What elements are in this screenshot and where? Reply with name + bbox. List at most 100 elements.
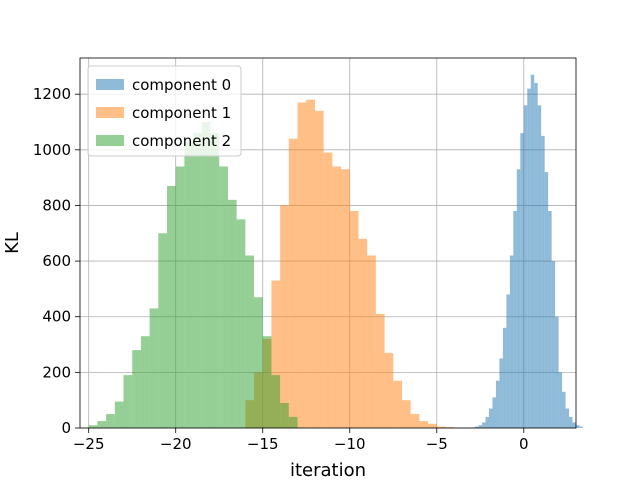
bar-series-1-bin-16 (384, 352, 394, 428)
legend-label-0: component 0 (132, 76, 231, 94)
bar-series-0-bin-19 (537, 105, 542, 428)
bar-series-2-bin-1 (97, 421, 107, 428)
bar-series-1-bin-13 (358, 238, 368, 428)
x-tick-label-1: −20 (160, 435, 192, 453)
legend-label-1: component 1 (132, 104, 231, 122)
legend-swatch-0 (96, 79, 124, 90)
bar-series-1-bin-6 (297, 102, 307, 428)
x-tick-label-4: −5 (426, 435, 448, 453)
bar-series-1-bin-12 (349, 211, 359, 428)
bar-series-0-bin-26 (562, 391, 566, 428)
plot-frame (79, 57, 577, 429)
bar-series-0-bin-20 (541, 135, 545, 429)
bar-series-1-bin-22 (436, 426, 446, 428)
legend-label-2: component 2 (132, 132, 231, 150)
bar-series-2-bin-11 (184, 141, 194, 428)
legend-swatch-2 (96, 135, 124, 146)
bar-series-2-bin-12 (193, 133, 202, 428)
bar-series-1-bin-17 (393, 380, 402, 428)
bar-series-1-bin-8 (314, 110, 324, 428)
bar-series-0-bin-13 (516, 169, 521, 428)
bar-series-0-bin-16 (527, 88, 531, 428)
bar-series-0-bin-28 (569, 416, 573, 428)
series-2-bars (88, 121, 298, 429)
x-tick-label-2: −15 (247, 435, 279, 453)
bar-series-2-bin-16 (227, 199, 237, 428)
bar-series-2-bin-8 (158, 233, 168, 428)
y-tick-label-3: 600 (42, 252, 71, 270)
x-axis-label: iteration (290, 460, 366, 480)
bar-series-0-bin-1 (475, 426, 479, 428)
bar-series-1-bin-9 (323, 152, 333, 428)
bar-series-0-bin-10 (506, 294, 510, 428)
x-tick-label-3: −10 (334, 435, 366, 453)
series-0-bars (471, 74, 583, 429)
bar-series-1-bin-21 (428, 423, 437, 428)
bar-series-2-bin-19 (254, 297, 263, 428)
legend: component 0 component 1 component 2 (87, 65, 242, 157)
legend-box (87, 65, 242, 157)
bar-series-0-bin-21 (544, 172, 549, 428)
bar-series-2-bin-9 (167, 185, 176, 428)
bar-series-2-bin-5 (132, 350, 141, 428)
bar-series-0-bin-7 (495, 380, 500, 428)
bar-series-0-bin-25 (558, 372, 563, 428)
y-tick-label-4: 800 (42, 196, 71, 214)
bar-series-1-bin-4 (280, 205, 289, 428)
y-tick-label-6: 1200 (33, 85, 71, 103)
bar-series-2-bin-20 (262, 336, 272, 428)
bar-series-2-bin-17 (236, 219, 246, 428)
bar-series-0-bin-31 (579, 426, 583, 428)
bar-series-0-bin-15 (523, 105, 528, 428)
bar-series-0-bin-11 (509, 255, 514, 428)
bar-series-0-bin-9 (502, 327, 507, 428)
series-1-bars (245, 99, 455, 429)
y-tick-label-5: 1000 (33, 141, 71, 159)
bar-series-2-bin-0 (88, 425, 98, 428)
bar-series-0-bin-3 (482, 422, 486, 428)
bar-series-0-bin-23 (551, 261, 556, 428)
bar-series-1-bin-20 (419, 421, 429, 428)
y-tick-label-2: 400 (42, 308, 71, 326)
y-tick-label-0: 0 (61, 419, 71, 437)
tick-marks: −25 −20 −15 −10 −5 0 0 200 400 600 800 1000 1200 (33, 85, 529, 453)
bar-series-0-bin-12 (513, 211, 517, 428)
bar-series-0-bin-8 (499, 358, 503, 428)
bar-series-0-bin-4 (485, 416, 489, 428)
y-axis-label: KL (2, 232, 23, 254)
bar-series-2-bin-10 (175, 166, 185, 428)
bar-series-0-bin-24 (555, 316, 559, 428)
bar-series-2-bin-21 (271, 375, 281, 428)
bar-series-2-bin-7 (149, 308, 159, 428)
legend-swatch-1 (96, 107, 124, 118)
x-tick-label-5: 0 (519, 435, 529, 453)
bar-series-0-bin-5 (488, 408, 493, 428)
histogram-bars (88, 74, 583, 429)
bar-series-1-bin-3 (271, 280, 281, 428)
bar-series-0-bin-2 (478, 425, 483, 428)
bar-series-2-bin-23 (288, 416, 298, 428)
bar-series-0-bin-30 (576, 425, 580, 428)
bar-series-1-bin-14 (367, 255, 376, 428)
bar-series-1-bin-7 (306, 99, 315, 429)
bar-series-2-bin-18 (245, 255, 255, 428)
bar-series-0-bin-6 (492, 397, 496, 428)
bar-series-2-bin-4 (123, 375, 133, 428)
bar-series-0-bin-17 (530, 74, 535, 429)
x-tick-label-0: −25 (73, 435, 105, 453)
y-tick-label-1: 200 (42, 363, 71, 381)
bar-series-2-bin-6 (140, 336, 150, 428)
bar-series-0-bin-14 (520, 133, 524, 428)
bar-series-1-bin-19 (410, 414, 420, 428)
bar-series-1-bin-10 (332, 166, 342, 428)
bar-series-1-bin-11 (341, 169, 350, 428)
bar-series-2-bin-14 (210, 133, 220, 428)
bar-series-0-bin-18 (534, 83, 538, 428)
bar-series-1-bin-5 (288, 138, 298, 428)
axes (79, 57, 577, 429)
bar-series-2-bin-15 (219, 166, 228, 428)
bar-series-2-bin-3 (114, 401, 124, 428)
bar-series-0-bin-22 (548, 211, 552, 428)
bar-series-2-bin-22 (280, 402, 289, 428)
